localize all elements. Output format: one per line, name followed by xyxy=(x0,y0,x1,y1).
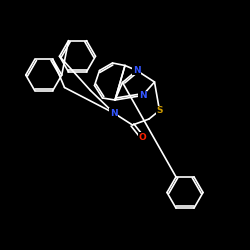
Text: N: N xyxy=(133,66,140,75)
Text: N: N xyxy=(110,108,118,118)
Text: S: S xyxy=(156,106,163,115)
Text: N: N xyxy=(139,91,146,100)
Text: O: O xyxy=(138,132,146,141)
